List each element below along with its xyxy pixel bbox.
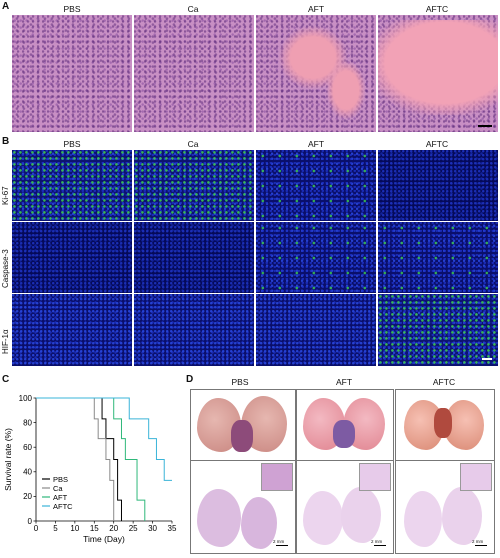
ki67-image-aftc <box>378 150 498 221</box>
x-tick-label: 15 <box>90 524 99 533</box>
scale-bar <box>475 545 487 546</box>
y-axis-label: Survival rate (%) <box>3 428 13 491</box>
lung-photo-pbs <box>190 389 296 461</box>
he-image-aft <box>256 15 376 132</box>
he-image-aftc <box>378 15 498 132</box>
scale-bar <box>478 125 492 127</box>
heart-region <box>333 420 355 448</box>
panel-a-col-label-pbs: PBS <box>63 4 81 14</box>
row-label-ki67: Ki-67 <box>1 186 10 205</box>
hif1a-image-aft <box>256 294 376 366</box>
survival-chart: 0 5 10 15 20 25 30 35 0 20 40 60 80 100 Time (Day) Surv… <box>3 394 177 544</box>
x-axis-label: Time (Day) <box>83 534 125 544</box>
magnified-inset <box>261 463 293 491</box>
x-tick-label: 5 <box>53 524 58 533</box>
lung-section <box>303 491 343 545</box>
panel-d-col-label-pbs: PBS <box>231 377 249 387</box>
panel-b-col-label-ca: Ca <box>187 139 199 149</box>
series-line-aftc <box>36 397 172 481</box>
lung-section <box>341 487 381 543</box>
lung-photo-aft <box>296 389 394 461</box>
panel-b-col-label-aftc: AFTC <box>425 139 449 149</box>
magnified-inset <box>460 463 492 491</box>
ki67-image-ca <box>134 150 254 221</box>
caspase3-image-aft <box>256 222 376 293</box>
scale-bar <box>482 358 492 360</box>
panel-d-col-label-aft: AFT <box>335 377 353 387</box>
series-line-ca <box>36 397 115 521</box>
hif1a-image-pbs <box>12 294 132 366</box>
heart-region <box>231 420 253 452</box>
row-label-caspase3: Caspase-3 <box>1 249 10 288</box>
lung-section <box>404 491 442 547</box>
caspase3-image-ca <box>134 222 254 293</box>
legend-label: AFTC <box>53 502 73 511</box>
y-tick-label: 100 <box>19 394 33 403</box>
panel-b-col-label-pbs: PBS <box>63 139 81 149</box>
heart-region <box>434 408 452 438</box>
panel-c-letter: C <box>2 374 10 385</box>
panel-a-col-label-aft: AFT <box>307 4 325 14</box>
lung-he-aftc: 2 mm <box>395 460 495 554</box>
hif1a-image-ca <box>134 294 254 366</box>
scale-text: 2 mm <box>371 539 383 544</box>
legend-label: AFT <box>53 493 68 502</box>
x-tick-label: 25 <box>129 524 138 533</box>
row-label-hif1a: HIF-1α <box>1 329 10 354</box>
caspase3-image-aftc <box>378 222 498 293</box>
y-tick-label: 60 <box>23 443 32 452</box>
lung-he-pbs: 2 mm <box>190 460 296 554</box>
x-tick-label: 30 <box>148 524 157 533</box>
lung-he-aft: 2 mm <box>296 460 394 554</box>
x-tick-label: 35 <box>168 524 177 533</box>
lung-section <box>442 487 482 545</box>
scale-bar <box>276 545 288 546</box>
series-line-pbs <box>36 397 122 521</box>
y-tick-label: 40 <box>23 468 32 477</box>
panel-b-letter: B <box>2 136 10 147</box>
panel-d-letter: D <box>186 374 194 385</box>
caspase3-image-pbs <box>12 222 132 293</box>
x-tick-label: 0 <box>34 524 39 533</box>
legend-label: Ca <box>53 484 63 493</box>
lung-photo-aftc <box>395 389 495 461</box>
y-tick-label: 20 <box>23 492 32 501</box>
lung-section <box>197 489 241 547</box>
y-tick-label: 80 <box>23 418 32 427</box>
legend-label: PBS <box>53 475 68 484</box>
scale-text: 2 mm <box>273 539 285 544</box>
y-tick-label: 0 <box>28 517 33 526</box>
magnified-inset <box>359 463 391 491</box>
he-image-ca <box>134 15 254 132</box>
necrosis-region <box>326 60 366 120</box>
scale-bar <box>374 545 386 546</box>
he-image-pbs <box>12 15 132 132</box>
panel-a-col-label-ca: Ca <box>187 4 199 14</box>
ki67-image-aft <box>256 150 376 221</box>
series-line-aft <box>36 397 146 521</box>
ki67-image-pbs <box>12 150 132 221</box>
panel-b-col-label-aft: AFT <box>307 139 325 149</box>
hif1a-image-aftc <box>378 294 498 366</box>
lung-section <box>241 497 277 549</box>
panel-a-letter: A <box>2 1 10 12</box>
x-tick-label: 20 <box>109 524 118 533</box>
panel-a-col-label-aftc: AFTC <box>425 4 449 14</box>
x-tick-label: 10 <box>70 524 79 533</box>
panel-d-col-label-aftc: AFTC <box>432 377 456 387</box>
necrosis-region <box>378 20 498 115</box>
scale-text: 2 mm <box>472 539 484 544</box>
